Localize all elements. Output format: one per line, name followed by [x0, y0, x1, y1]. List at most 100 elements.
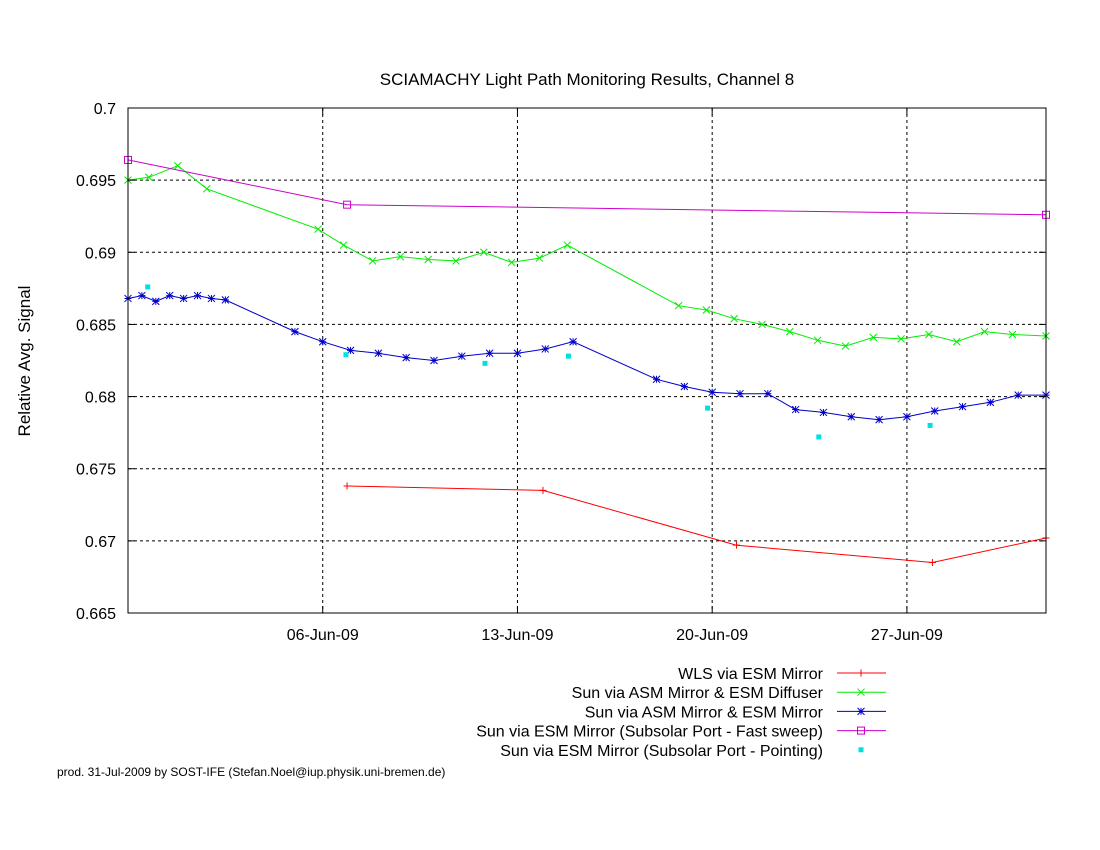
star-marker [151, 297, 160, 306]
star-marker [875, 415, 883, 424]
plus-marker [928, 559, 936, 566]
star-marker [457, 352, 466, 361]
legend-label: Sun via ASM Mirror & ESM Mirror [585, 704, 824, 721]
x-tick-label: 20-Jun-09 [676, 627, 748, 644]
x-marker [339, 241, 348, 249]
x-marker [785, 327, 794, 336]
star-marker [903, 412, 911, 421]
y-tick-label: 0.695 [76, 173, 116, 190]
star-marker [986, 398, 995, 407]
x-marker [980, 327, 989, 336]
plot-frame [127, 107, 1047, 614]
star-marker [430, 356, 438, 365]
x-marker [925, 330, 933, 339]
filled-square-marker [482, 360, 488, 366]
x-marker [314, 225, 322, 234]
star-marker [318, 337, 327, 346]
x-marker [563, 241, 572, 249]
y-tick-label: 0.68 [85, 390, 116, 407]
x-marker [452, 257, 460, 265]
x-tick-label: 27-Jun-09 [871, 627, 943, 644]
x-marker [145, 173, 153, 182]
star-marker [138, 291, 146, 300]
x-marker [202, 184, 211, 193]
series-line [127, 295, 1046, 421]
series-1 [343, 482, 1050, 566]
star-marker [346, 346, 355, 355]
filled-square-marker [145, 284, 151, 290]
filled-square-marker [565, 353, 571, 359]
filled-square-marker [816, 434, 822, 440]
y-axis: 0.665 0.67 0.675 0.68 0.685 0.69 0.695 0.7 [76, 101, 1046, 623]
star-marker [221, 296, 230, 304]
star-marker [847, 412, 856, 421]
filled-square-marker [927, 422, 933, 428]
star-marker [708, 388, 717, 397]
series-2 [124, 161, 1050, 350]
star-marker [569, 337, 577, 346]
plus-marker [857, 669, 865, 677]
series-layer [124, 155, 1050, 566]
y-tick-label: 0.67 [85, 534, 116, 551]
y-tick-label: 0.685 [76, 317, 116, 334]
x-marker [702, 306, 711, 314]
star-marker [165, 291, 174, 300]
x-marker [730, 314, 739, 323]
star-marker [179, 294, 188, 303]
x-marker [535, 254, 544, 262]
star-marker [680, 382, 689, 391]
star-marker [791, 405, 800, 414]
y-tick-label: 0.69 [85, 245, 116, 262]
chart-title: SCIAMACHY Light Path Monitoring Results,… [380, 70, 795, 89]
series-5 [145, 284, 933, 440]
y-tick-label: 0.675 [76, 462, 116, 479]
filled-square-marker [343, 352, 349, 358]
star-marker [930, 407, 939, 415]
y-axis-label: Relative Avg. Signal [15, 286, 34, 437]
star-marker [857, 707, 865, 716]
plus-marker [733, 541, 741, 549]
x-marker [479, 248, 488, 257]
star-marker [541, 345, 550, 353]
x-marker [173, 161, 182, 170]
plus-marker [343, 482, 351, 490]
star-marker [958, 402, 967, 411]
legend-label: Sun via ESM Mirror (Subsolar Port - Fast… [476, 724, 823, 741]
x-marker [952, 337, 961, 346]
series-3 [124, 291, 1050, 424]
series-line [127, 165, 1047, 347]
x-marker [396, 252, 405, 261]
star-marker [374, 349, 383, 358]
x-marker [897, 335, 905, 343]
star-marker [736, 389, 744, 398]
legend: WLS via ESM Mirror Sun via ASM Mirror & E… [476, 666, 886, 760]
y-tick-label: 0.7 [94, 101, 116, 118]
star-marker [291, 327, 299, 336]
square-marker [343, 200, 352, 209]
star-marker [763, 389, 772, 398]
star-marker [207, 294, 216, 303]
x-marker [841, 342, 850, 350]
x-tick-label: 06-Jun-09 [287, 627, 359, 644]
x-marker [424, 255, 433, 264]
y-tick-label: 0.665 [76, 606, 116, 623]
legend-label: Sun via ASM Mirror & ESM Diffuser [572, 685, 824, 702]
x-marker [507, 258, 516, 267]
plus-marker [539, 486, 547, 494]
square-marker [857, 726, 865, 735]
x-axis: 06-Jun-09 13-Jun-09 20-Jun-09 27-Jun-09 [287, 108, 943, 644]
x-marker [857, 688, 865, 697]
filled-square-marker [858, 747, 864, 753]
star-marker [485, 349, 494, 358]
legend-label: WLS via ESM Mirror [678, 666, 824, 683]
grid [128, 108, 1046, 613]
x-marker [758, 320, 766, 329]
x-marker [1008, 330, 1017, 339]
series-line [127, 159, 1047, 216]
filled-square-marker [705, 405, 711, 411]
x-marker [368, 257, 377, 265]
legend-label: Sun via ESM Mirror (Subsolar Port - Poin… [500, 743, 823, 760]
star-marker [1014, 391, 1023, 399]
credit-line: prod. 31-Jul-2009 by SOST-IFE (Stefan.No… [57, 765, 445, 779]
